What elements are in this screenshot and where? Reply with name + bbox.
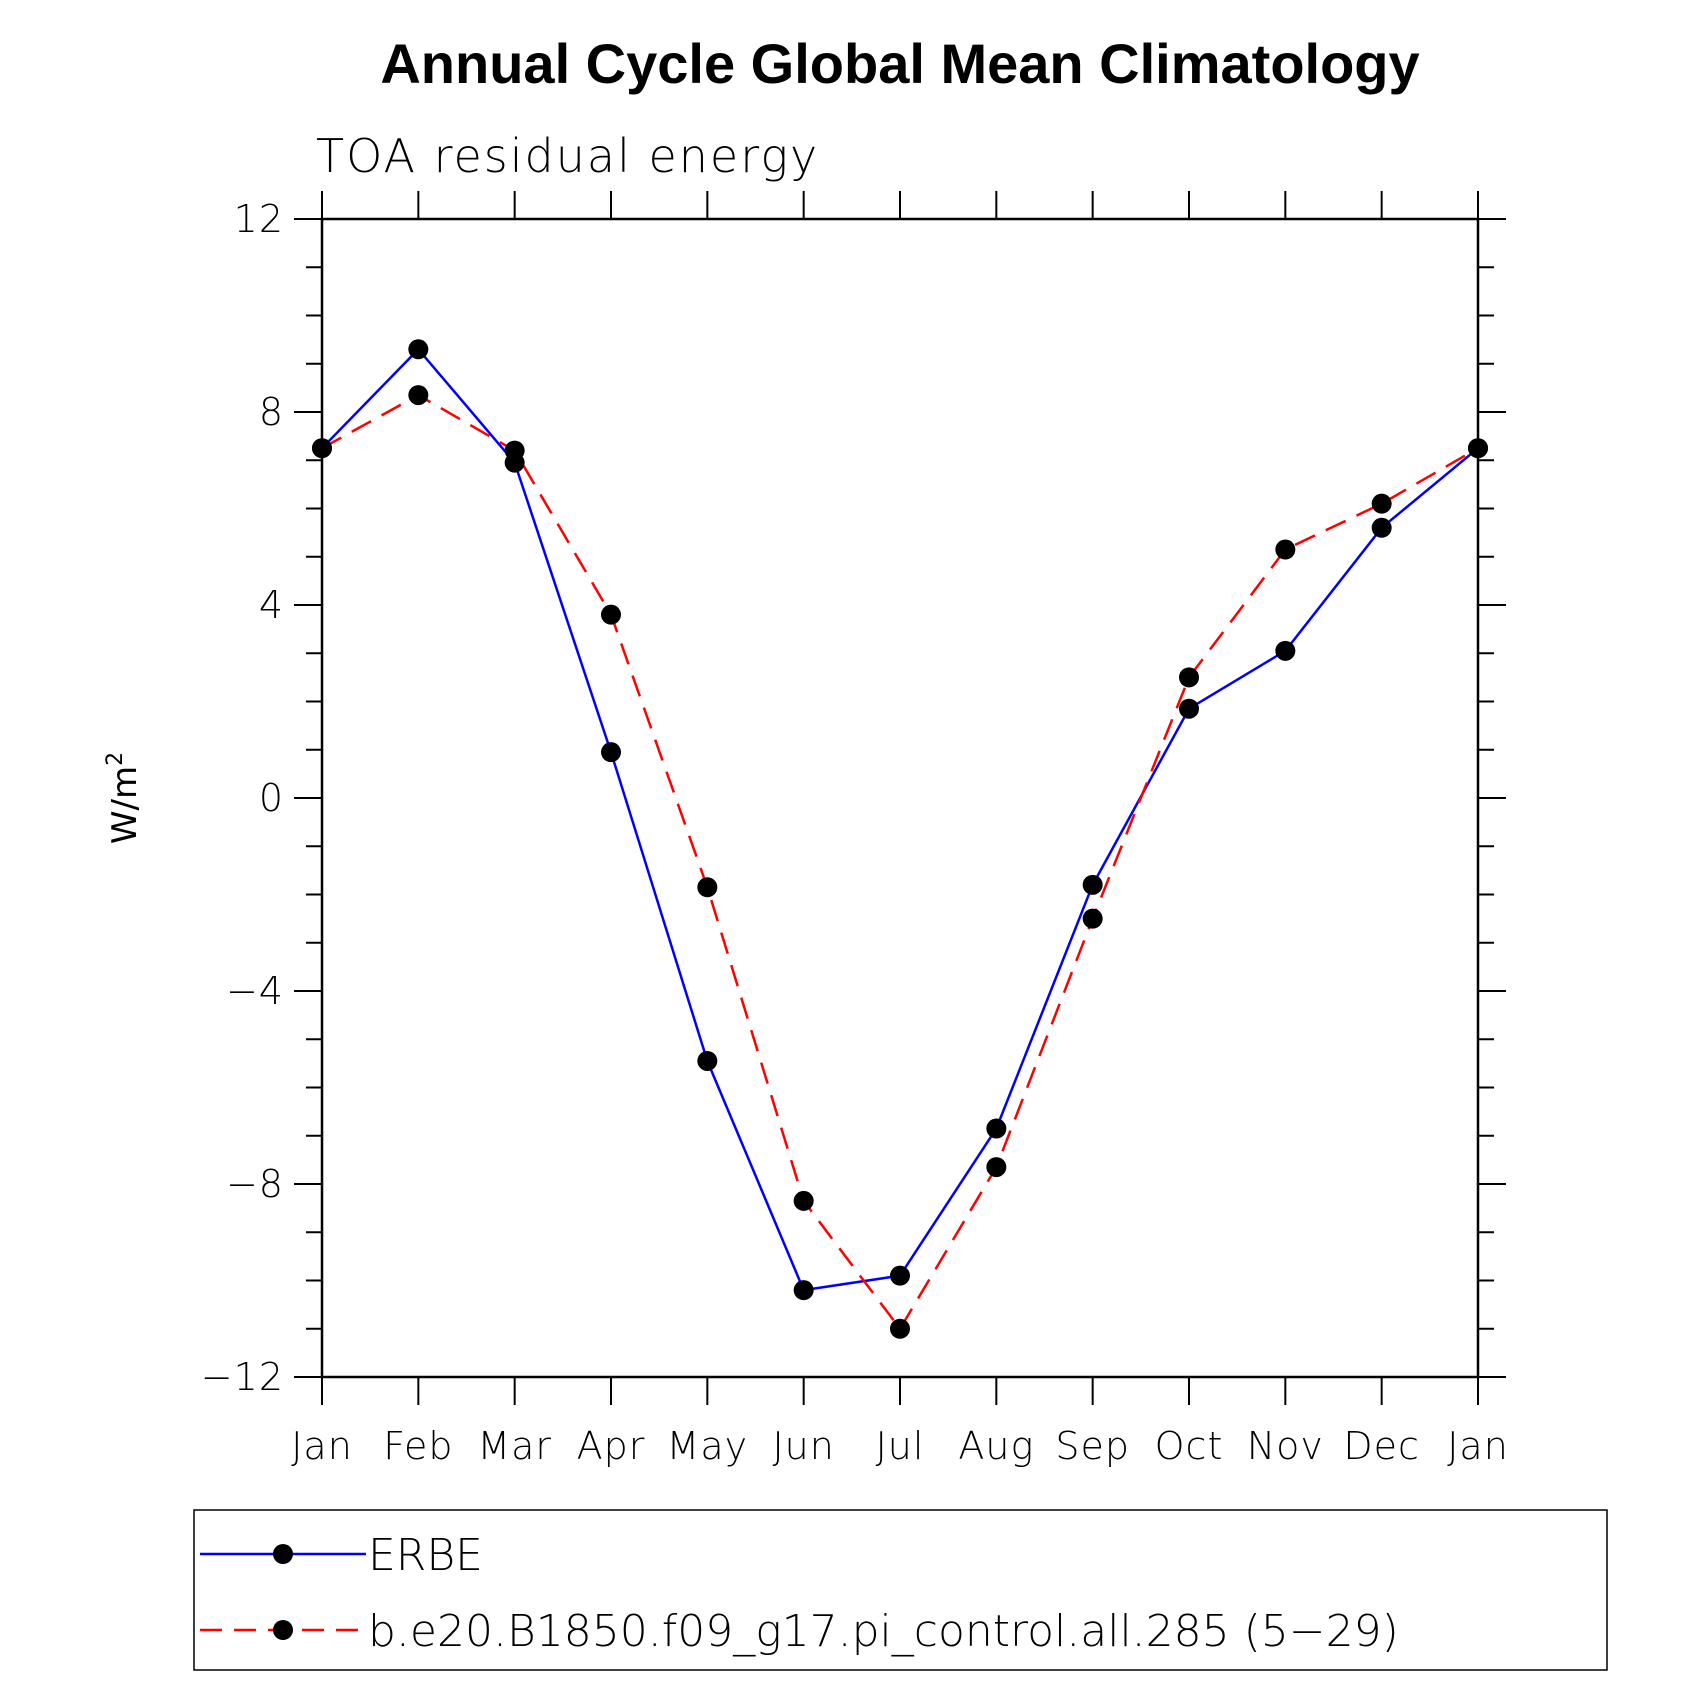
series-2-marker	[1179, 667, 1199, 688]
series-2-marker	[986, 1157, 1007, 1178]
x-tick-label: Feb	[383, 1424, 453, 1468]
series-2-marker	[408, 385, 429, 406]
series-1-marker	[1275, 640, 1296, 661]
x-tick-label: Jan	[291, 1424, 353, 1468]
series-1-marker	[697, 1050, 718, 1071]
y-tick-label: 4	[259, 583, 284, 627]
x-tick-label: Jul	[876, 1424, 925, 1468]
series-2-marker	[793, 1190, 814, 1211]
y-axis-label-superscript: 2	[103, 752, 128, 766]
x-tick-label: Sep	[1055, 1424, 1130, 1468]
x-tick-label: Dec	[1343, 1424, 1420, 1468]
y-tick-label: −4	[226, 969, 284, 1013]
legend-label-2: b.e20.B1850.f09_g17.pi_control.all.285 (…	[368, 1606, 1399, 1657]
x-tick-label: Nov	[1247, 1424, 1324, 1468]
series-1-marker	[1082, 874, 1103, 895]
series-line-2	[321, 393, 1479, 1330]
series-1-marker	[986, 1118, 1007, 1139]
legend-marker-2	[273, 1620, 293, 1640]
x-tick-label: Jun	[772, 1424, 834, 1468]
legend-label-1: ERBE	[368, 1530, 483, 1581]
x-tick-label: Oct	[1155, 1424, 1224, 1468]
plot-frame	[320, 217, 1480, 1379]
series-1-marker	[408, 339, 429, 360]
y-tick-label: −12	[201, 1355, 284, 1399]
chart-subtitle: TOA residual energy	[316, 129, 819, 183]
y-axis-label-unit: W/m	[105, 766, 145, 844]
series-2-marker	[890, 1318, 910, 1339]
legend-entries: ERBE b.e20.B1850.f09_g17.pi_control.all.2…	[200, 1530, 1399, 1657]
x-tick-label: Aug	[958, 1424, 1034, 1468]
series-1-marker	[1371, 517, 1392, 538]
series-2-marker	[1371, 493, 1392, 514]
y-tick-label: 0	[259, 776, 284, 820]
series-2-marker	[697, 877, 718, 898]
x-tick-label: Mar	[477, 1424, 552, 1468]
y-tick-label: −8	[226, 1162, 284, 1206]
series-line-1	[321, 348, 1479, 1292]
series-1-marker	[1179, 698, 1199, 719]
series-1-marker	[601, 742, 621, 763]
series-2-marker	[1082, 908, 1103, 929]
x-tick-label: Apr	[577, 1424, 646, 1468]
series-2-marker	[601, 604, 621, 625]
series-2-marker	[504, 440, 525, 461]
axis-ticks	[294, 191, 1506, 1405]
chart-title: Annual Cycle Global Mean Climatology	[380, 32, 1419, 95]
legend-box	[193, 1509, 1608, 1671]
x-tick-label: May	[667, 1424, 749, 1468]
series-2-marker	[1275, 539, 1296, 560]
y-axis-label: W/m2	[103, 752, 145, 844]
x-tick-label: Jan	[1447, 1424, 1509, 1468]
series-1-marker	[890, 1265, 910, 1286]
legend-marker-1	[273, 1544, 293, 1564]
series-1-marker	[793, 1280, 814, 1301]
y-tick-label: 12	[234, 197, 284, 241]
y-tick-label: 8	[259, 390, 284, 434]
series-group	[312, 339, 1488, 1339]
legend: ERBE b.e20.B1850.f09_g17.pi_control.all.2…	[193, 1509, 1608, 1671]
